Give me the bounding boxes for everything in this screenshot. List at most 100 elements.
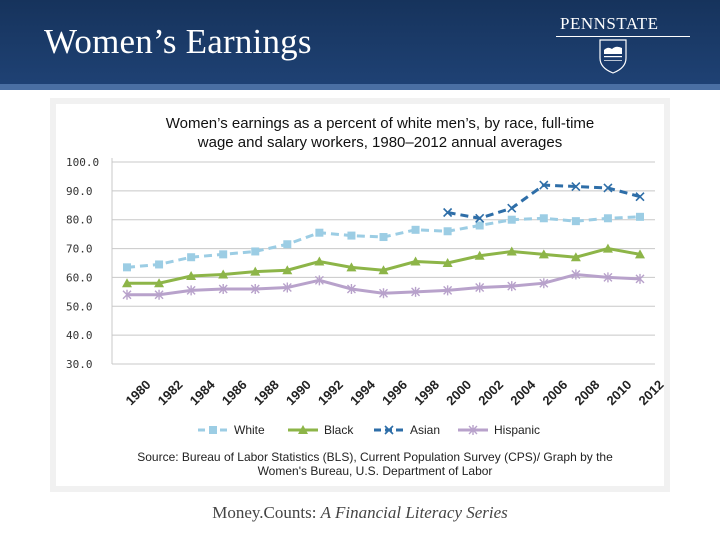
- data-point-asian: [507, 203, 517, 213]
- x-tick-label: 2000: [443, 377, 474, 408]
- chart-title: Women’s earnings as a percent of white m…: [0, 114, 720, 152]
- data-point-white: [155, 260, 164, 269]
- data-point-black: [218, 269, 229, 279]
- data-point-hispanic: [475, 282, 485, 293]
- data-point-white: [219, 250, 228, 259]
- source-line-2: Women's Bureau, U.S. Department of Labor: [257, 464, 493, 478]
- data-point-asian: [603, 183, 613, 193]
- data-point-black: [635, 249, 645, 259]
- data-point-hispanic: [635, 273, 645, 284]
- data-point-white: [603, 214, 612, 223]
- y-tick-label: 60.0: [66, 271, 93, 284]
- data-point-hispanic: [346, 283, 356, 294]
- data-point-asian: [539, 180, 549, 190]
- data-point-hispanic: [443, 285, 453, 296]
- x-tick-label: 1998: [411, 377, 442, 408]
- data-point-white: [315, 228, 324, 237]
- shield-icon: [599, 39, 627, 74]
- footer-series-name: A Financial Literacy Series: [320, 503, 508, 522]
- logo-wordmark: PENNSTATE: [560, 14, 659, 33]
- chart-source: Source: Bureau of Labor Statistics (BLS)…: [60, 450, 690, 478]
- y-tick-label: 80.0: [66, 214, 93, 227]
- series-line-white: [126, 215, 641, 269]
- data-point-hispanic: [379, 288, 388, 299]
- data-point-black: [186, 270, 197, 280]
- title-bar-stripe: [0, 84, 720, 90]
- data-point-white: [475, 221, 484, 230]
- legend-marker-hispanic: [468, 425, 478, 435]
- data-point-hispanic: [603, 272, 613, 283]
- data-point-asian: [571, 181, 581, 192]
- data-point-white: [379, 233, 388, 242]
- data-point-white: [187, 253, 196, 262]
- legend-label-hispanic: Hispanic: [494, 423, 540, 437]
- data-point-white: [347, 231, 356, 240]
- x-tick-label: 2012: [636, 377, 667, 408]
- data-point-hispanic: [282, 282, 292, 293]
- data-point-hispanic: [314, 275, 324, 286]
- data-point-asian: [635, 192, 645, 202]
- data-point-hispanic: [507, 281, 517, 292]
- chart-title-line-2: wage and salary workers, 1980–2012 annua…: [197, 134, 563, 151]
- legend-marker-asian: [384, 425, 394, 435]
- data-point-black: [250, 266, 261, 276]
- x-tick-label: 2002: [475, 377, 506, 408]
- data-point-white: [251, 247, 260, 256]
- data-point-black: [506, 246, 517, 256]
- chart-title-line-1: Women’s earnings as a percent of white m…: [165, 115, 595, 132]
- data-point-asian: [475, 213, 485, 223]
- data-point-hispanic: [411, 286, 421, 297]
- data-point-hispanic: [218, 283, 228, 294]
- data-point-black: [122, 278, 132, 288]
- data-point-black: [474, 250, 485, 260]
- x-tick-label: 1984: [187, 377, 219, 409]
- x-tick-label: 1982: [155, 377, 186, 408]
- y-tick-label: 90.0: [66, 185, 93, 198]
- legend-marker-black: [298, 425, 308, 434]
- data-point-hispanic: [154, 289, 164, 300]
- legend-label-white: White: [234, 423, 265, 437]
- data-point-white: [443, 227, 452, 236]
- data-point-black: [378, 265, 389, 275]
- x-tick-label: 1988: [251, 377, 282, 408]
- data-point-black: [570, 252, 581, 262]
- data-point-white: [123, 263, 131, 272]
- y-tick-label: 100.0: [66, 156, 99, 169]
- data-point-hispanic: [186, 285, 196, 296]
- data-point-black: [410, 256, 421, 266]
- y-tick-label: 50.0: [66, 300, 93, 313]
- x-tick-label: 2010: [603, 377, 634, 408]
- data-point-black: [538, 249, 549, 259]
- data-point-white: [411, 225, 420, 234]
- x-tick-label: 1994: [347, 377, 379, 409]
- y-tick-label: 70.0: [66, 243, 93, 256]
- x-tick-label: 1980: [123, 377, 154, 408]
- data-point-black: [442, 258, 453, 267]
- x-tick-label: 1990: [283, 377, 314, 408]
- x-tick-label: 2008: [571, 377, 602, 408]
- x-tick-label: 1986: [219, 377, 250, 408]
- footer-brand: Money.Counts:: [212, 503, 321, 522]
- data-point-black: [282, 265, 293, 275]
- data-point-black: [154, 278, 165, 288]
- x-tick-label: 2004: [507, 377, 539, 409]
- data-point-asian: [443, 207, 453, 218]
- data-point-white: [636, 212, 644, 221]
- data-point-hispanic: [250, 283, 260, 294]
- slide-title: Women’s Earnings: [44, 22, 312, 61]
- legend-label-asian: Asian: [410, 423, 440, 437]
- data-point-white: [507, 215, 516, 224]
- y-tick-label: 30.0: [66, 358, 93, 371]
- data-point-white: [283, 240, 292, 249]
- y-tick-label: 40.0: [66, 329, 93, 342]
- pennstate-logo: PENNSTATE: [556, 14, 692, 74]
- data-point-black: [346, 262, 357, 272]
- legend-label-black: Black: [324, 423, 354, 437]
- data-point-hispanic: [539, 278, 549, 289]
- x-tick-label: 2006: [539, 377, 570, 408]
- data-point-black: [314, 256, 325, 266]
- data-point-hispanic: [122, 289, 132, 300]
- source-line-1: Source: Bureau of Labor Statistics (BLS)…: [137, 450, 613, 464]
- data-point-white: [571, 217, 580, 226]
